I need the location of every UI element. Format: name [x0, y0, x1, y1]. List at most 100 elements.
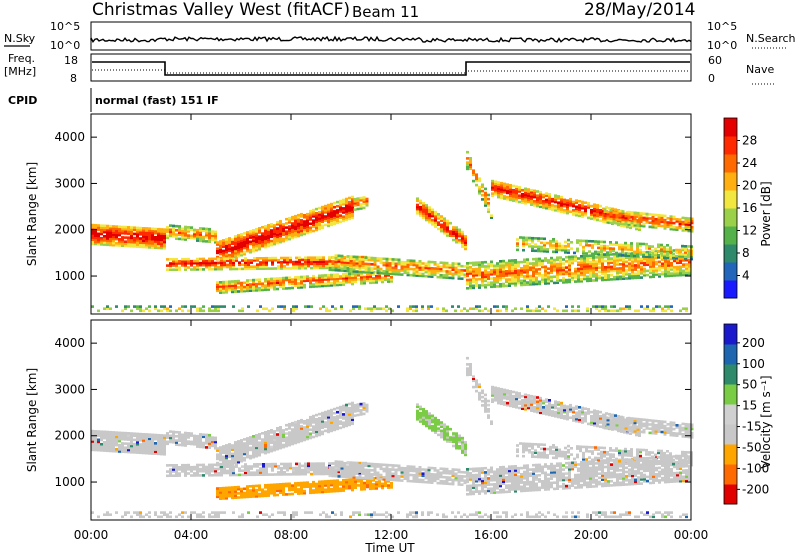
power-cell — [327, 284, 330, 287]
power-cell — [672, 215, 676, 219]
power-cell — [130, 242, 133, 246]
power-cell — [334, 254, 338, 257]
power-cell — [609, 241, 612, 244]
power-cell — [121, 242, 124, 245]
power-cell — [631, 276, 634, 280]
power-cell — [324, 217, 327, 220]
power-cell — [318, 284, 321, 288]
power-cell — [258, 239, 261, 243]
power-cell — [487, 267, 490, 270]
velocity-cell — [351, 410, 354, 413]
power-cell — [509, 190, 512, 193]
velocity-cell — [258, 433, 261, 436]
velocity-cell — [300, 418, 303, 422]
power-cell — [348, 278, 351, 282]
power-cell — [640, 276, 643, 279]
power-cell — [466, 163, 469, 166]
power-cell — [589, 264, 592, 268]
power-cell — [569, 210, 572, 213]
power-cell — [361, 270, 365, 274]
power-cell — [246, 243, 249, 247]
power-cell — [340, 269, 344, 272]
power-cell — [430, 275, 434, 278]
power-cell — [280, 265, 283, 268]
power-cell — [109, 307, 112, 310]
velocity-cell — [249, 485, 252, 488]
power-cell — [591, 240, 594, 243]
power-cell — [345, 212, 348, 215]
velocity-cell — [91, 436, 94, 439]
velocity-cell — [225, 452, 228, 456]
power-cell — [291, 226, 294, 229]
power-cell — [199, 239, 202, 243]
power-cell — [246, 231, 249, 234]
power-cell — [657, 245, 660, 249]
power-cell — [666, 225, 670, 228]
power-cell — [175, 264, 178, 267]
power-cell — [160, 244, 163, 248]
power-cell — [638, 228, 641, 231]
power-cell — [273, 279, 276, 283]
power-cell — [517, 260, 520, 264]
power-cell — [249, 250, 252, 254]
velocity-cell — [300, 421, 303, 424]
power-cell — [211, 257, 214, 261]
power-cell — [581, 211, 584, 214]
power-cell — [250, 259, 253, 262]
power-cell — [112, 241, 115, 245]
power-cell — [234, 290, 237, 293]
velocity-cell — [321, 432, 324, 436]
power-cell — [376, 257, 380, 260]
power-cell — [196, 233, 199, 236]
power-cell — [491, 192, 494, 195]
power-cell — [306, 219, 309, 222]
velocity-cell — [240, 487, 243, 491]
power-cell — [487, 277, 490, 280]
velocity-cell — [127, 436, 130, 439]
power-cell — [330, 211, 333, 214]
power-cell — [187, 309, 190, 313]
power-cell — [526, 309, 529, 313]
velocity-cell — [306, 423, 309, 426]
power-cell — [646, 261, 649, 264]
power-cell — [652, 267, 655, 270]
velocity-cell — [253, 473, 256, 477]
velocity-cell — [321, 422, 324, 425]
power-cell — [262, 267, 265, 270]
velocity-cell — [342, 413, 345, 416]
power-cell — [613, 305, 616, 308]
power-cell — [356, 197, 360, 200]
power-cell — [157, 230, 160, 233]
power-cell — [515, 185, 518, 188]
power-cell — [249, 289, 252, 292]
power-cell — [303, 283, 306, 287]
power-cell — [319, 264, 322, 268]
power-cell — [555, 250, 558, 254]
velocity-cell — [240, 494, 243, 497]
power-cell — [267, 279, 270, 283]
velocity-cell — [351, 405, 354, 409]
velocity-cell — [285, 444, 288, 448]
power-cell — [330, 204, 333, 208]
power-cell — [557, 205, 560, 209]
power-cell — [497, 195, 500, 199]
power-cell — [598, 274, 601, 278]
power-cell — [578, 208, 581, 211]
velocity-cell — [229, 465, 232, 468]
power-cell — [583, 258, 586, 262]
velocity-cell — [118, 437, 121, 441]
velocity-cell — [151, 435, 154, 439]
velocity-cell — [297, 438, 300, 442]
power-cell — [352, 255, 356, 259]
power-cell — [373, 259, 377, 262]
power-cell — [547, 267, 550, 270]
power-cell — [289, 260, 292, 264]
power-cell — [542, 202, 545, 205]
power-cell — [663, 218, 667, 222]
power-cell — [345, 199, 348, 203]
power-cell — [511, 275, 514, 279]
velocity-cell — [273, 436, 276, 439]
velocity-cell — [273, 489, 276, 493]
velocity-cell — [316, 464, 319, 467]
velocity-cell — [109, 439, 112, 442]
